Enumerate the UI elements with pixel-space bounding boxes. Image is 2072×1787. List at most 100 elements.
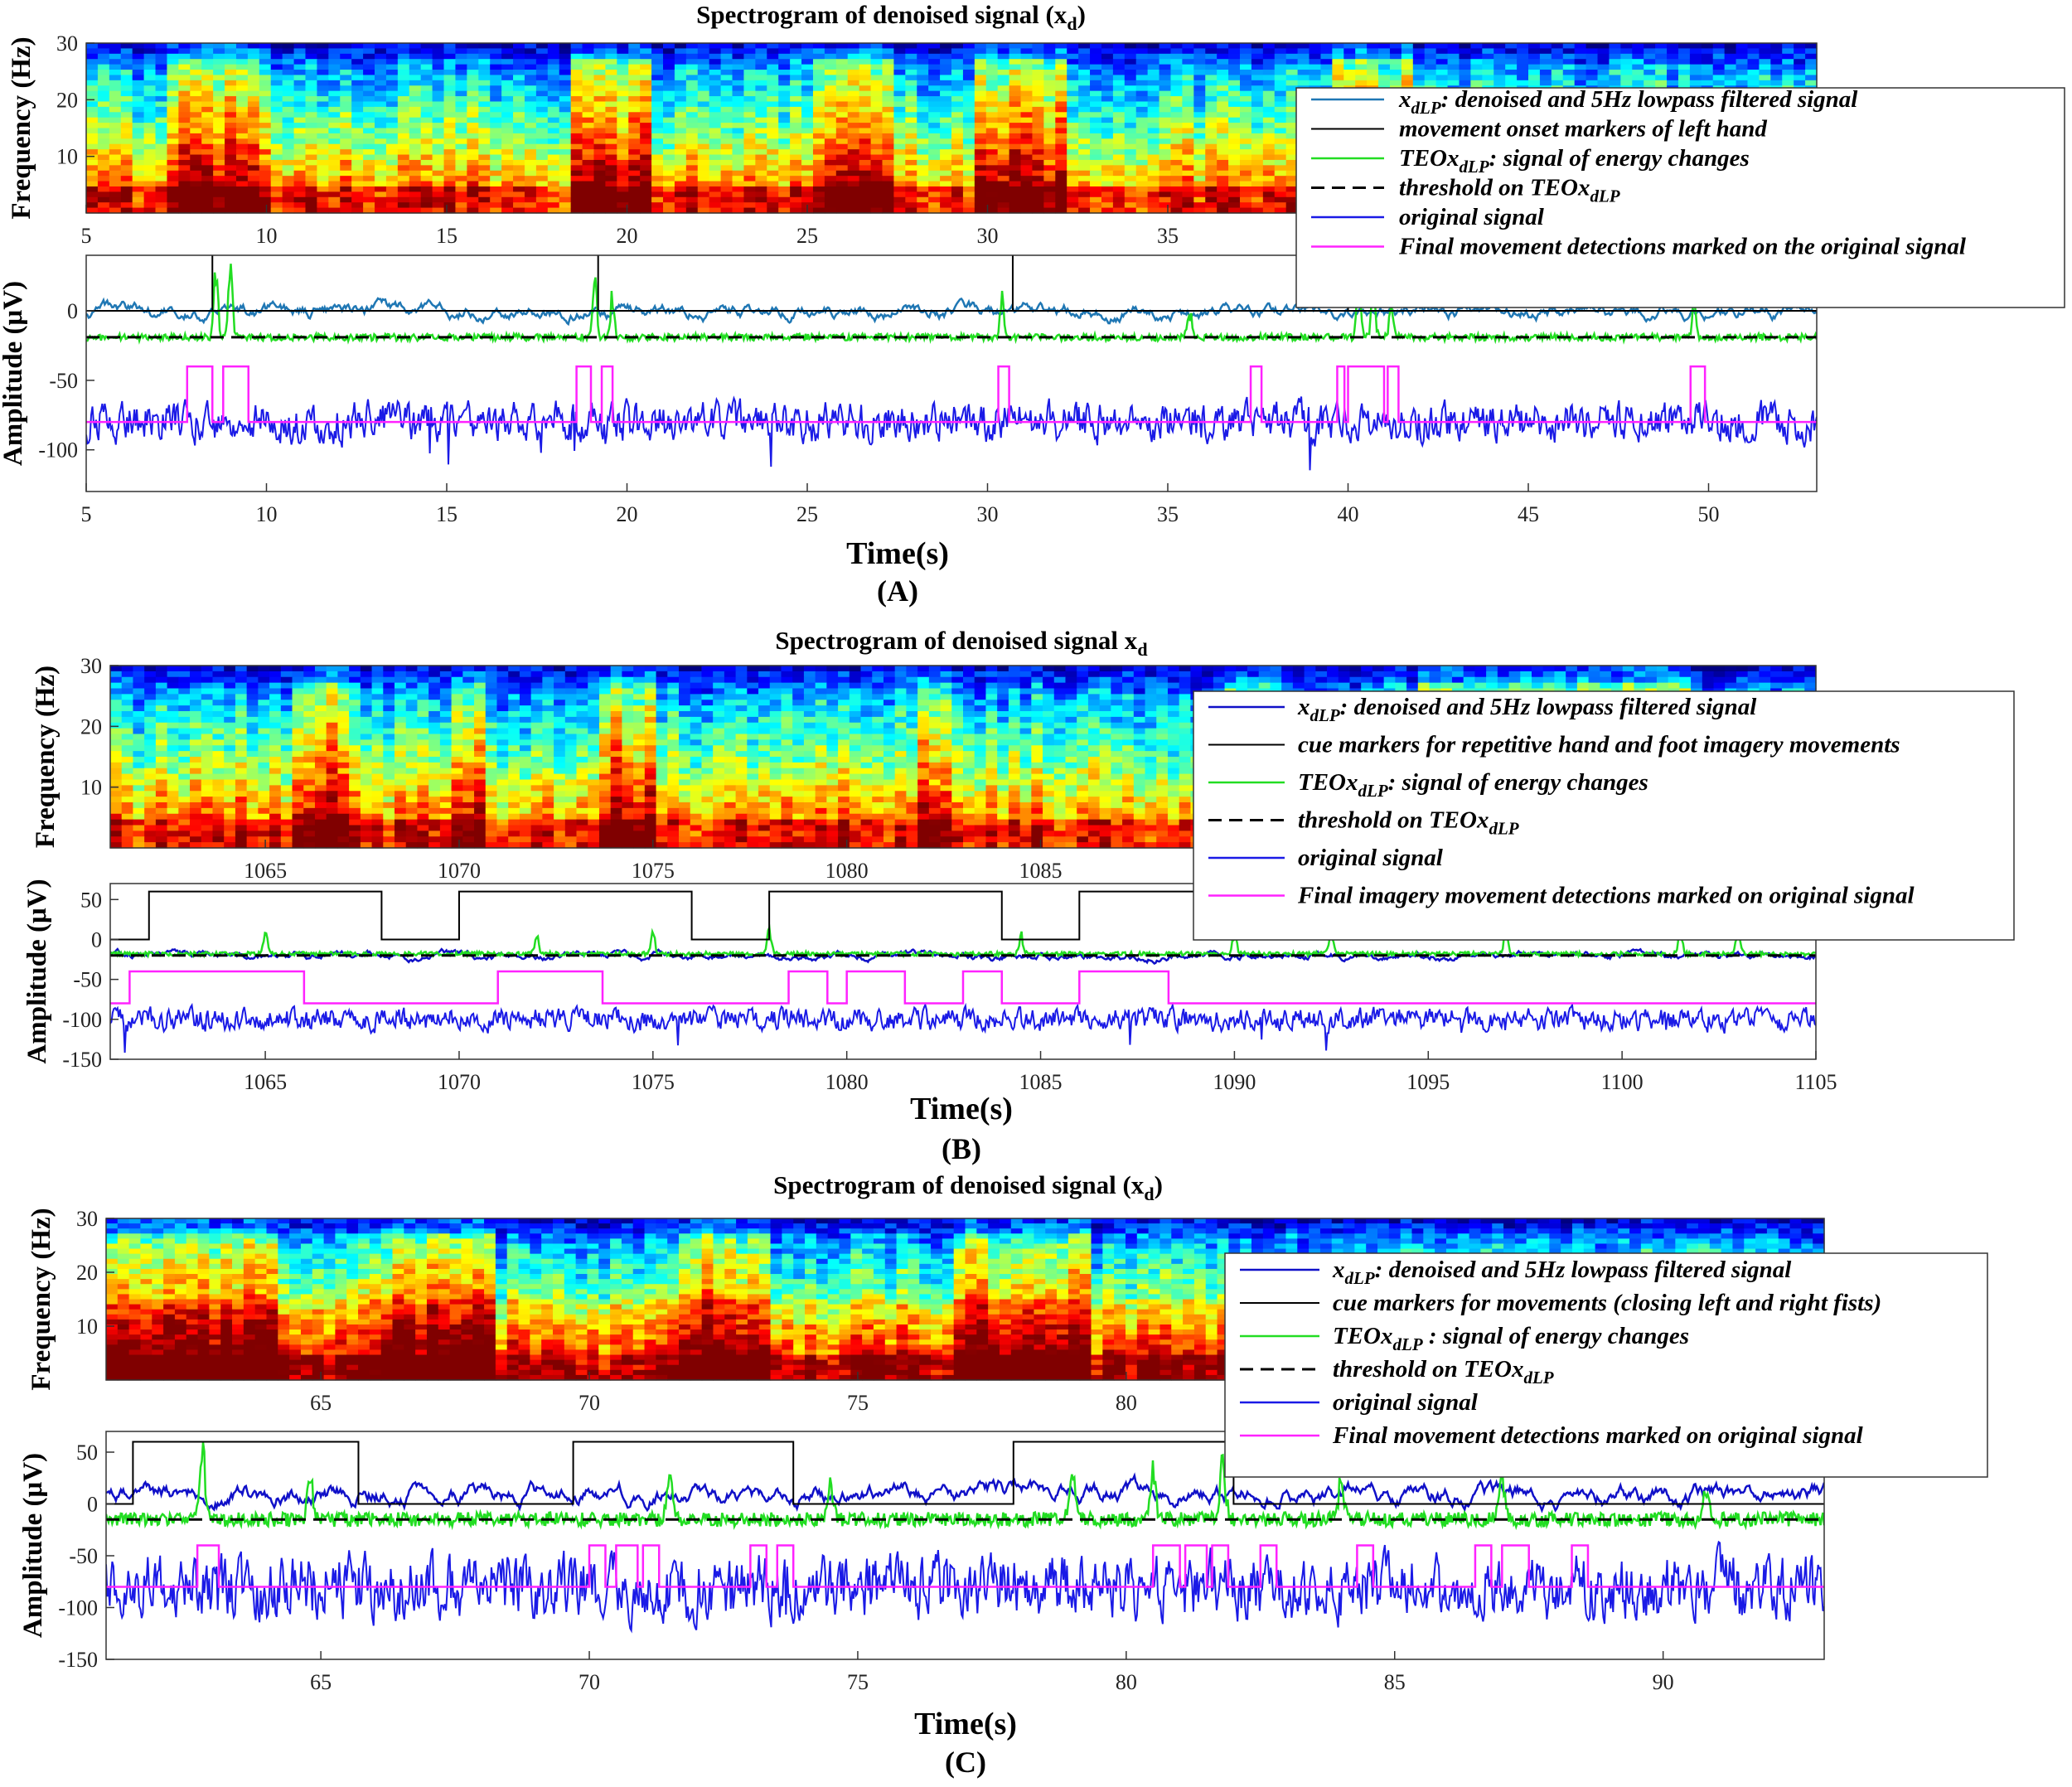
original-signal-line [86, 395, 1817, 471]
spec-y-axis-label: Frequency (Hz) [7, 36, 36, 219]
signal-x-tick-label: 85 [1384, 1670, 1406, 1694]
signal-y-tick-label: -50 [49, 369, 78, 393]
signal-y-tick-label: 50 [80, 888, 102, 912]
legend-entry-teo: TEOxdLP: signal of energy changes [1298, 769, 1648, 801]
signal-x-tick-label: 15 [436, 502, 457, 526]
panel-label: (A) [877, 574, 918, 608]
legend-entry-xdlp: xdLP: denoised and 5Hz lowpass filtered … [1297, 694, 1757, 725]
panel-a: Spectrogram of denoised signal (xd) 5 10 15… [0, 0, 2065, 608]
signal-x-tick-label: 80 [1116, 1670, 1137, 1694]
signal-y-axis-label: Amplitude (μV) [22, 879, 52, 1063]
spec-y-tick-label: 20 [80, 714, 102, 739]
spec-y-axis-label: Frequency (Hz) [27, 1208, 56, 1390]
spec-x-tick-label: 35 [1157, 224, 1179, 248]
signal-x-tick-label: 1105 [1794, 1070, 1837, 1094]
signal-y-tick-label: -100 [58, 1596, 98, 1620]
signal-x-tick-label: 1100 [1601, 1070, 1644, 1094]
legend-entry-threshold: threshold on TEOxdLP [1298, 807, 1519, 839]
signal-x-tick-label: 20 [617, 502, 638, 526]
spec-x-tick-label: 80 [1116, 1391, 1137, 1415]
legend-entry-xdlp: xdLP: denoised and 5Hz lowpass filtered … [1332, 1257, 1792, 1288]
signal-y-tick-label: -50 [73, 968, 102, 992]
original-signal-line [110, 1001, 1816, 1053]
panel-label: (B) [942, 1132, 981, 1165]
signal-x-tick-label: 30 [977, 502, 999, 526]
spec-y-tick-label: 30 [56, 31, 78, 56]
xdlp-signal-line [86, 297, 1817, 327]
detection-line [106, 1544, 1824, 1588]
signal-x-tick-label: 1070 [438, 1070, 481, 1094]
legend-entry-threshold: threshold on TEOxdLP [1333, 1356, 1554, 1387]
signal-x-tick-label: 5 [81, 502, 92, 526]
signal-x-tick-label: 90 [1653, 1670, 1674, 1694]
original-signal-line [106, 1540, 1824, 1634]
spec-y-tick-label: 20 [76, 1261, 98, 1285]
signal-y-axis-label: Amplitude (μV) [0, 281, 28, 466]
spec-x-tick-label: 1065 [244, 859, 287, 883]
spectrogram-title: Spectrogram of denoised signal xd [775, 626, 1147, 660]
signal-x-tick-label: 1065 [244, 1070, 287, 1094]
signal-x-tick-label: 25 [796, 502, 818, 526]
signal-x-tick-label: 1095 [1406, 1070, 1450, 1094]
detection-line [110, 970, 1816, 1005]
spec-y-tick-label: 30 [80, 654, 102, 678]
spec-y-tick-label: 10 [56, 145, 78, 169]
spec-x-tick-label: 1085 [1019, 859, 1063, 883]
signal-y-tick-label: -150 [58, 1648, 98, 1672]
signal-y-tick-label: 0 [67, 299, 78, 323]
legend-entry-original: original signal [1333, 1389, 1479, 1416]
signal-x-tick-label: 1090 [1213, 1070, 1256, 1094]
signal-y-tick-label: -100 [62, 1008, 102, 1032]
signal-x-tick-label: 70 [579, 1670, 600, 1694]
legend-entry-detection: Final imagery movement detections marked… [1297, 883, 1915, 909]
spectrogram-title: Spectrogram of denoised signal (xd) [696, 0, 1086, 34]
x-axis-label: Time(s) [914, 1707, 1017, 1741]
spec-x-tick-label: 20 [617, 224, 638, 248]
legend-entry-onset: movement onset markers of left hand [1399, 116, 1767, 143]
spec-x-tick-label: 1075 [632, 859, 675, 883]
signal-y-tick-label: -50 [69, 1544, 98, 1568]
signal-plot-area [106, 1441, 1824, 1634]
spec-x-tick-label: 10 [256, 224, 278, 248]
legend-entry-threshold: threshold on TEOxdLP [1399, 175, 1620, 206]
spec-x-tick-label: 65 [310, 1391, 332, 1415]
signal-plot-area [110, 890, 1816, 1053]
teo-signal-line [86, 264, 1817, 345]
signal-x-tick-label: 1080 [825, 1070, 869, 1094]
signal-y-axis-label: Amplitude (μV) [18, 1453, 48, 1638]
spec-x-tick-label: 1070 [438, 859, 481, 883]
spec-x-tick-label: 5 [81, 224, 92, 248]
signal-y-tick-label: -150 [62, 1048, 102, 1072]
signal-x-tick-label: 65 [310, 1670, 332, 1694]
signal-y-tick-label: -100 [38, 438, 78, 462]
spectrogram-heatmap [106, 1218, 1825, 1381]
signal-x-tick-label: 45 [1518, 502, 1539, 526]
legend-entry-onset: cue markers for movements (closing left … [1333, 1290, 1881, 1316]
spectrogram-title: Spectrogram of denoised signal (xd) [773, 1170, 1163, 1204]
signal-y-tick-label: 0 [87, 1493, 98, 1517]
legend-entry-xdlp: xdLP: denoised and 5Hz lowpass filtered … [1398, 86, 1858, 118]
spec-x-tick-label: 1080 [825, 859, 869, 883]
spec-x-tick-label: 30 [977, 224, 999, 248]
signal-x-tick-label: 50 [1698, 502, 1720, 526]
cue-markers-line [110, 890, 1816, 941]
spec-y-axis-label: Frequency (Hz) [31, 666, 61, 848]
x-axis-label: Time(s) [910, 1092, 1013, 1126]
signal-x-tick-label: 1085 [1019, 1070, 1063, 1094]
spec-y-tick-label: 10 [80, 776, 102, 800]
spec-x-tick-label: 15 [436, 224, 457, 248]
legend-entry-original: original signal [1298, 845, 1444, 871]
signal-x-tick-label: 75 [847, 1670, 869, 1694]
legend: xdLP: denoised and 5Hz lowpass filtered … [1295, 86, 2065, 308]
detection-line [86, 365, 1817, 424]
signal-y-tick-label: 50 [76, 1441, 98, 1465]
legend-entry-detection: Final movement detections marked on the … [1398, 234, 1967, 260]
spec-y-tick-label: 10 [76, 1315, 98, 1339]
signal-y-tick-label: 0 [91, 927, 102, 952]
teo-signal-line [106, 1442, 1824, 1531]
signal-x-tick-label: 35 [1157, 502, 1179, 526]
spec-x-tick-label: 25 [796, 224, 818, 248]
panel-b: Spectrogram of denoised signal xd 1065 107… [22, 626, 2015, 1165]
spec-y-tick-label: 30 [76, 1207, 98, 1231]
